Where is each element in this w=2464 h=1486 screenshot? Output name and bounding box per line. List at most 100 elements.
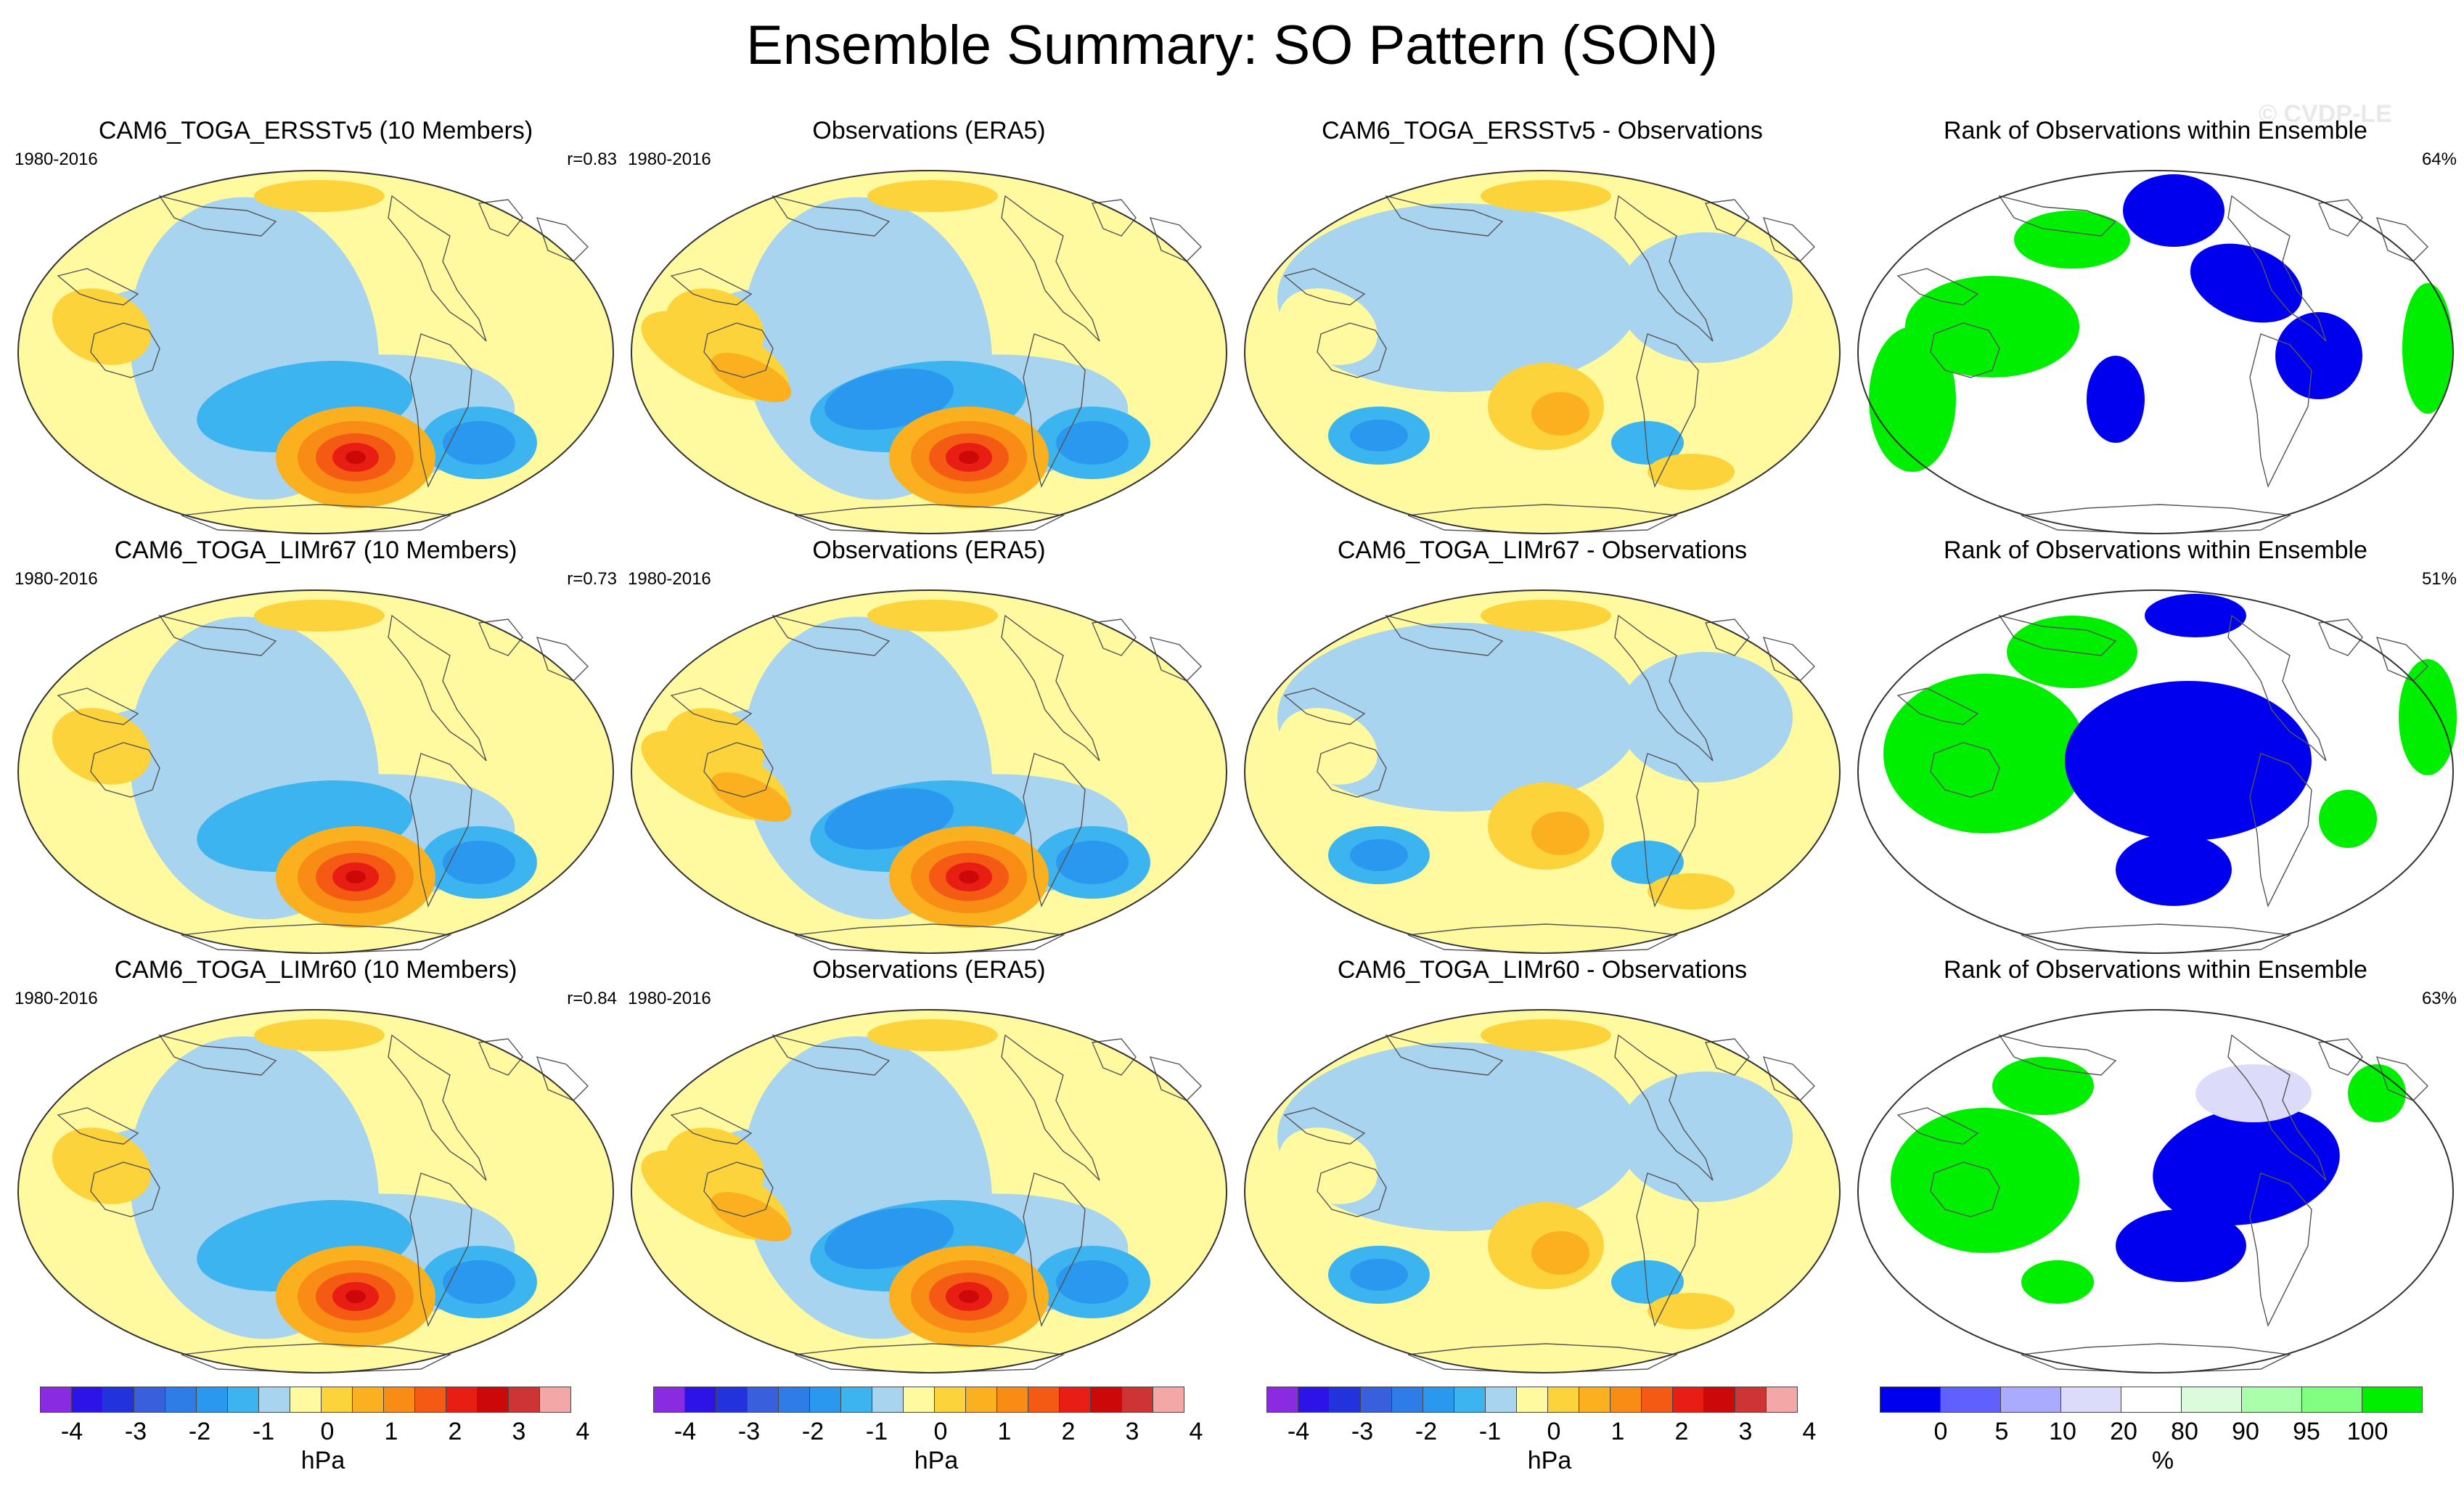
coastline-greenland [478, 1038, 523, 1076]
colorbar-swatch [1266, 1387, 1298, 1413]
colorbar-swatch [840, 1387, 872, 1413]
rank-high-north [1992, 1057, 2094, 1115]
colorbar-swatch [1579, 1387, 1610, 1413]
coastline-australia [1317, 742, 1387, 798]
coastline-europe [1149, 217, 1202, 262]
map-outline [1244, 170, 1841, 534]
north-pacific-high [867, 1019, 998, 1051]
atlantic-low-core [443, 1260, 515, 1304]
panel-title: CAM6_TOGA_LIMr67 (10 Members) [114, 536, 517, 564]
coastline-greenland [1704, 199, 1750, 237]
colorbar-1: -4 -3 -2 -1 0 1 2 3 4 hPa [40, 1387, 606, 1481]
coastline-australia [1317, 1162, 1387, 1217]
southern-high-core [345, 451, 366, 464]
colorbar-swatch [1610, 1387, 1642, 1413]
difference-low-south-core [1350, 1259, 1408, 1291]
rank-high-north [2014, 211, 2130, 269]
indian-ocean-high [1279, 1127, 1378, 1204]
map-background [1858, 171, 2453, 534]
colorbar-swatch [1391, 1387, 1423, 1413]
rank-low-atlantic [2275, 312, 2362, 399]
panel-period: 1980-2016 [628, 989, 711, 1008]
difference-low-atlantic [1611, 841, 1684, 884]
rank-percentage: 63% [2421, 989, 2457, 1008]
colorbar-swatch [40, 1387, 72, 1413]
colorbar-swatch [71, 1387, 103, 1413]
rank-percentage: 51% [2421, 569, 2457, 589]
rank-mid-north [2195, 1064, 2312, 1122]
coastline-greenland [1091, 619, 1137, 656]
atlantic-low-core [1056, 841, 1129, 884]
colorbar-swatch [352, 1387, 384, 1413]
panel-diff-row3: CAM6_TOGA_LIMr60 - Observations [1241, 955, 1843, 1373]
coastline-australia [703, 1162, 774, 1217]
north-pacific-high [1481, 180, 1611, 212]
colorbar-tick-label: -4 [1287, 1418, 1310, 1445]
coastline-greenland [1091, 1038, 1137, 1076]
coastline-europe [2375, 1056, 2428, 1101]
coastline-asia [1998, 195, 2117, 237]
colorbar-tick-label: -1 [252, 1418, 275, 1445]
colorbar-swatch [1880, 1387, 1941, 1413]
coastline-antarctica [2021, 504, 2292, 534]
coastline-north-america [388, 195, 487, 342]
colorbar-tick-label: 0 [933, 1418, 948, 1445]
map-outline [17, 1009, 614, 1373]
coastline-south-america [2249, 753, 2312, 908]
colorbar-swatch [1766, 1387, 1798, 1413]
colorbar-tick-label: 3 [1738, 1418, 1753, 1445]
coastline-asia [1998, 614, 2117, 656]
rank-map [1857, 1009, 2454, 1373]
coastline-greenland [478, 199, 523, 237]
colorbar-swatch [258, 1387, 290, 1413]
colorbar-swatch [102, 1387, 134, 1413]
coastline-australia [703, 322, 774, 378]
coastline-europe [536, 637, 589, 682]
colorbar-swatch [996, 1387, 1028, 1413]
rank-low-pacific [2065, 681, 2312, 841]
colorbar-swatch [1028, 1387, 1060, 1413]
coastline-asia [1385, 1034, 1504, 1076]
coastline-australia [1930, 742, 2000, 798]
colorbar-swatch [1329, 1387, 1361, 1413]
colorbar-tick-label: 5 [1994, 1418, 2009, 1445]
australia-high-core [711, 772, 792, 822]
rank-low-americas [2190, 243, 2303, 323]
coastline-australia [90, 1162, 160, 1217]
coastline-south-america [1023, 333, 1086, 489]
colorbar-tick-label: 1 [1610, 1418, 1625, 1445]
colorbar-swatch [1641, 1387, 1673, 1413]
atlantic-low-core [1056, 421, 1129, 465]
panel-rank-row1: Rank of Observations within Ensemble 64% [1854, 116, 2457, 534]
coastline-australia [1930, 322, 2000, 378]
coastline-greenland [2317, 199, 2363, 237]
colorbar-tick-label: 90 [2232, 1418, 2259, 1445]
map-outline [1857, 170, 2454, 534]
coastline-antarctica [181, 1343, 452, 1373]
coastline-europe [1149, 637, 1202, 682]
difference-low-atlantic [1611, 421, 1684, 465]
colorbar-tick-label: -4 [674, 1418, 697, 1445]
coastline-greenland [1091, 199, 1137, 237]
colorbar-units-label: % [2151, 1447, 2174, 1474]
colorbar-tick-label: 80 [2171, 1418, 2198, 1445]
colorbar-tick-label: -3 [1351, 1418, 1374, 1445]
panel-period: 1980-2016 [15, 150, 98, 169]
colorbar-tick-label: -3 [737, 1418, 761, 1445]
colorbar-swatch [1672, 1387, 1704, 1413]
north-pacific-high [1481, 1019, 1611, 1051]
atlantic-low-region [1618, 1071, 1793, 1202]
pressure-anomaly-map [17, 1009, 614, 1373]
coastline-asia [771, 195, 891, 237]
panel-period: 1980-2016 [15, 989, 98, 1008]
colorbar-swatch [653, 1387, 685, 1413]
colorbar-tick-label: -2 [801, 1418, 824, 1445]
atlantic-low-region [1618, 652, 1793, 783]
map-outline [1857, 589, 2454, 954]
atlantic-low-core [443, 841, 515, 884]
colorbar-units-label: hPa [1527, 1447, 1572, 1474]
coastline-antarctica [181, 504, 452, 534]
colorbar-swatch [196, 1387, 228, 1413]
pressure-anomaly-map [17, 589, 614, 954]
rank-low-south [2116, 833, 2232, 906]
